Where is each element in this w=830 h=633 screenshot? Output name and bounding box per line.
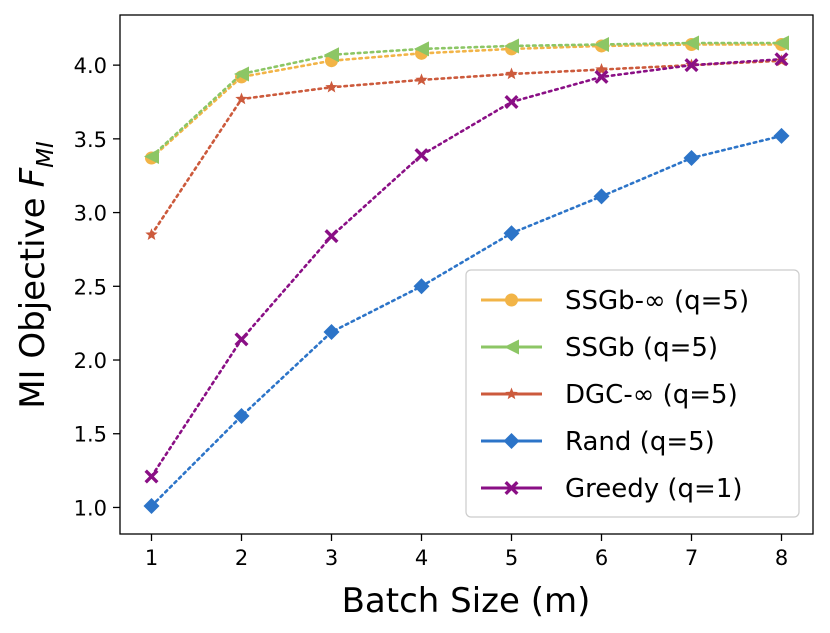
y-axis: 1.0 1.5 2.0 2.5 3.0 3.5 4.0 — [74, 54, 120, 520]
series-line-ssgb-q-5 — [150, 41, 783, 158]
data-point-greedy-q-1 — [594, 69, 609, 84]
data-point-ssgb-q-5 — [594, 36, 609, 52]
x-tick-label: 3 — [325, 546, 338, 570]
x-tick-label: 5 — [505, 546, 518, 570]
data-point-rand-q-5 — [323, 324, 340, 341]
data-point-ssgb-q-5 — [684, 35, 699, 51]
y-tick-label: 1.5 — [74, 423, 107, 447]
x-tick-label: 7 — [685, 546, 698, 570]
x-tick-label: 2 — [235, 546, 248, 570]
legend-marker-greedy-q-1 — [504, 481, 519, 495]
series-ssgb-q-5 — [144, 35, 789, 165]
data-point-dgc-inf-q-5 — [415, 73, 428, 86]
series-line-rand-q-5 — [150, 134, 783, 508]
legend-entry-ssgb-inf-q-5: SSGb-∞ (q=5) — [481, 286, 749, 316]
y-tick-label: 3.5 — [74, 128, 107, 152]
y-tick-label: 4.0 — [74, 54, 107, 78]
x-tick-label: 8 — [775, 546, 788, 570]
x-tick-label: 4 — [415, 546, 428, 570]
x-axis-title: Batch Size (m) — [342, 581, 591, 621]
data-point-greedy-q-1 — [234, 332, 249, 347]
data-point-ssgb-q-5 — [414, 41, 429, 57]
y-axis-title: MI Objective FMI — [13, 141, 59, 409]
y-tick-label: 1.0 — [74, 496, 107, 520]
data-point-greedy-q-1 — [774, 52, 789, 67]
data-point-dgc-inf-q-5 — [325, 80, 338, 93]
data-point-greedy-q-1 — [504, 94, 519, 109]
x-tick-label: 1 — [145, 546, 158, 570]
data-point-dgc-inf-q-5 — [505, 67, 518, 80]
data-point-rand-q-5 — [143, 497, 160, 514]
data-point-ssgb-q-5 — [144, 149, 159, 165]
series-rand-q-5 — [143, 127, 790, 514]
legend-label: SSGb-∞ (q=5) — [565, 286, 749, 316]
y-tick-label: 3.0 — [74, 202, 107, 226]
data-point-ssgb-q-5 — [234, 66, 249, 82]
data-point-ssgb-q-5 — [774, 35, 789, 51]
data-point-rand-q-5 — [413, 278, 430, 295]
series-line-greedy-q-1 — [150, 57, 783, 478]
legend-entry-ssgb-q-5: SSGb (q=5) — [481, 333, 718, 363]
data-point-dgc-inf-q-5 — [145, 228, 158, 240]
legend-entry-dgc-inf-q-5: DGC-∞ (q=5) — [481, 380, 738, 410]
legend-marker-dgc-inf-q-5 — [505, 387, 518, 400]
data-point-rand-q-5 — [593, 188, 610, 205]
data-point-ssgb-q-5 — [324, 47, 339, 63]
legend-label: Rand (q=5) — [565, 427, 715, 457]
legend-entry-greedy-q-1: Greedy (q=1) — [481, 474, 743, 504]
data-point-rand-q-5 — [773, 127, 790, 144]
y-tick-label: 2.5 — [74, 275, 107, 299]
legend-label: Greedy (q=1) — [565, 474, 743, 504]
data-point-greedy-q-1 — [684, 58, 699, 73]
x-axis: 1 2 3 4 5 6 7 8 — [145, 534, 788, 570]
y-axis-title-symbol: F — [13, 167, 53, 187]
series-greedy-q-1 — [144, 52, 789, 484]
data-point-greedy-q-1 — [144, 469, 159, 484]
data-point-rand-q-5 — [683, 150, 700, 167]
data-point-rand-q-5 — [503, 225, 520, 242]
legend-marker-rand-q-5 — [503, 433, 520, 449]
data-point-dgc-inf-q-5 — [235, 92, 248, 105]
data-point-rand-q-5 — [233, 408, 250, 425]
legend-entry-rand-q-5: Rand (q=5) — [481, 427, 715, 457]
series-layer — [143, 35, 790, 514]
y-tick-label: 2.0 — [74, 349, 107, 373]
legend-marker-ssgb-inf-q-5 — [505, 293, 518, 307]
data-point-greedy-q-1 — [324, 229, 339, 244]
plot-frame — [119, 14, 814, 535]
data-point-dgc-inf-q-5 — [595, 63, 608, 75]
y-axis-title-subscript: MI — [33, 141, 59, 168]
legend-box — [465, 269, 800, 518]
legend-label: DGC-∞ (q=5) — [565, 380, 738, 410]
data-point-ssgb-q-5 — [504, 38, 519, 54]
data-point-greedy-q-1 — [414, 148, 429, 163]
legend-marker-ssgb-q-5 — [504, 339, 519, 355]
legend-label: SSGb (q=5) — [565, 333, 718, 363]
series-line-ssgb-inf-q-5 — [150, 43, 783, 160]
y-axis-title-text: MI Objective — [13, 197, 53, 408]
legend: SSGb-∞ (q=5) SSGb (q=5) DGC-∞ (q=5) Rand (q… — [465, 269, 800, 518]
x-tick-label: 6 — [595, 546, 608, 570]
